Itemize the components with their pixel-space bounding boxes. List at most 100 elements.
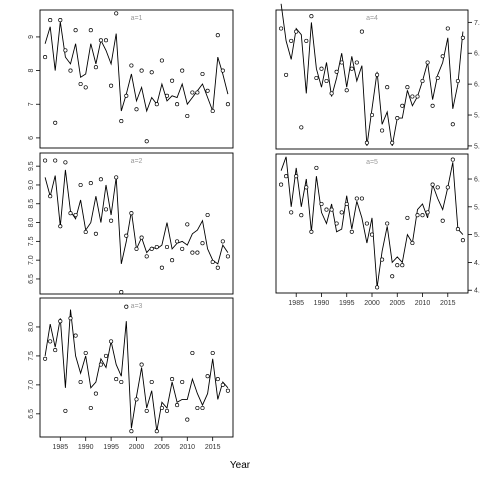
data-point bbox=[435, 185, 440, 190]
data-point bbox=[119, 119, 124, 124]
data-point bbox=[58, 319, 63, 324]
data-point bbox=[284, 72, 289, 77]
data-point bbox=[359, 29, 364, 34]
data-point bbox=[78, 379, 83, 385]
data-point bbox=[48, 339, 53, 344]
data-point bbox=[354, 196, 359, 201]
y-tick-label: 5.5 bbox=[474, 113, 480, 120]
data-point bbox=[390, 274, 395, 279]
data-point bbox=[78, 81, 83, 87]
data-point bbox=[48, 18, 53, 23]
y-tick-label: 6.0 bbox=[474, 82, 480, 89]
data-point bbox=[309, 14, 314, 19]
data-point bbox=[149, 246, 154, 251]
data-point bbox=[63, 408, 68, 413]
data-point bbox=[349, 229, 354, 234]
data-point bbox=[455, 78, 460, 84]
data-point bbox=[220, 68, 225, 73]
data-point bbox=[430, 103, 435, 108]
data-point bbox=[119, 379, 124, 385]
data-point bbox=[364, 221, 369, 226]
data-point bbox=[43, 158, 48, 163]
data-point bbox=[98, 362, 103, 367]
data-point bbox=[200, 405, 205, 411]
data-point bbox=[215, 33, 220, 38]
data-point bbox=[180, 68, 185, 73]
data-point bbox=[63, 48, 68, 53]
data-point bbox=[375, 72, 380, 77]
data-point bbox=[109, 83, 114, 88]
panel-label: a=3 bbox=[131, 303, 143, 310]
data-point bbox=[334, 221, 339, 226]
data-point bbox=[83, 85, 88, 90]
data-point bbox=[460, 238, 465, 243]
data-point bbox=[185, 222, 190, 227]
data-point bbox=[299, 125, 304, 130]
data-point bbox=[294, 29, 299, 34]
x-tick-label: 2000 bbox=[364, 300, 380, 307]
data-point bbox=[154, 244, 159, 250]
series-line bbox=[44, 309, 229, 432]
panel-label: a=5 bbox=[366, 159, 378, 166]
data-point bbox=[58, 18, 63, 23]
data-point bbox=[339, 60, 344, 65]
data-point bbox=[440, 218, 445, 223]
data-point bbox=[103, 207, 109, 212]
data-point bbox=[48, 194, 53, 199]
data-point bbox=[195, 250, 200, 255]
y-tick-label: 9.0 bbox=[28, 180, 35, 190]
x-tick-label: 1985 bbox=[288, 300, 304, 307]
data-point bbox=[185, 113, 190, 119]
data-point bbox=[279, 182, 284, 187]
data-point bbox=[284, 174, 289, 179]
data-point bbox=[73, 333, 78, 338]
data-point bbox=[210, 259, 215, 265]
data-point bbox=[139, 68, 144, 73]
x-tick-label: 2005 bbox=[389, 300, 405, 307]
data-point bbox=[98, 38, 103, 43]
data-point bbox=[190, 350, 195, 356]
x-tick-label: 1995 bbox=[339, 300, 355, 307]
y-tick-label: 5.5 bbox=[474, 204, 480, 211]
data-point bbox=[380, 128, 385, 133]
data-point bbox=[445, 26, 450, 31]
data-point bbox=[314, 75, 319, 81]
data-point bbox=[53, 348, 58, 353]
data-point bbox=[175, 102, 180, 107]
x-tick-label: 2010 bbox=[415, 300, 431, 307]
data-point bbox=[164, 244, 170, 250]
data-point bbox=[289, 38, 294, 43]
y-tick-label: 7 bbox=[28, 102, 35, 106]
panel-frame bbox=[39, 9, 234, 149]
data-point bbox=[114, 377, 119, 382]
data-point bbox=[220, 382, 225, 387]
data-point bbox=[299, 213, 304, 218]
data-point bbox=[170, 377, 175, 382]
y-tick-label: 6.5 bbox=[28, 274, 35, 284]
series-line bbox=[280, 3, 464, 146]
panel-2: 6.5 7.0 7.5 8.0 8.5 9.0 9.5 a=2 bbox=[28, 152, 234, 295]
data-point bbox=[210, 350, 215, 356]
data-point bbox=[200, 71, 205, 77]
y-tick-label: 5.0 bbox=[474, 143, 480, 150]
x-tick-label: 1995 bbox=[103, 444, 119, 451]
y-tick-label: 4.5 bbox=[474, 260, 480, 267]
data-point bbox=[144, 254, 149, 259]
data-point bbox=[129, 63, 134, 68]
data-point bbox=[103, 38, 109, 43]
y-tick-label: 7.0 bbox=[28, 380, 35, 390]
x-tick-label: 2000 bbox=[129, 444, 145, 451]
data-point bbox=[124, 93, 129, 98]
data-point bbox=[455, 227, 460, 232]
y-tick-label: 9 bbox=[28, 35, 35, 39]
y-tick-label: 8.0 bbox=[28, 218, 35, 228]
data-point bbox=[139, 235, 144, 240]
y-tick-label: 8 bbox=[28, 69, 35, 73]
data-point bbox=[289, 210, 294, 215]
series-line bbox=[280, 156, 464, 288]
data-point bbox=[175, 239, 180, 244]
data-point bbox=[68, 211, 73, 216]
y-tick-label: 9.5 bbox=[28, 161, 35, 171]
data-point bbox=[344, 88, 349, 93]
data-point bbox=[170, 258, 175, 263]
